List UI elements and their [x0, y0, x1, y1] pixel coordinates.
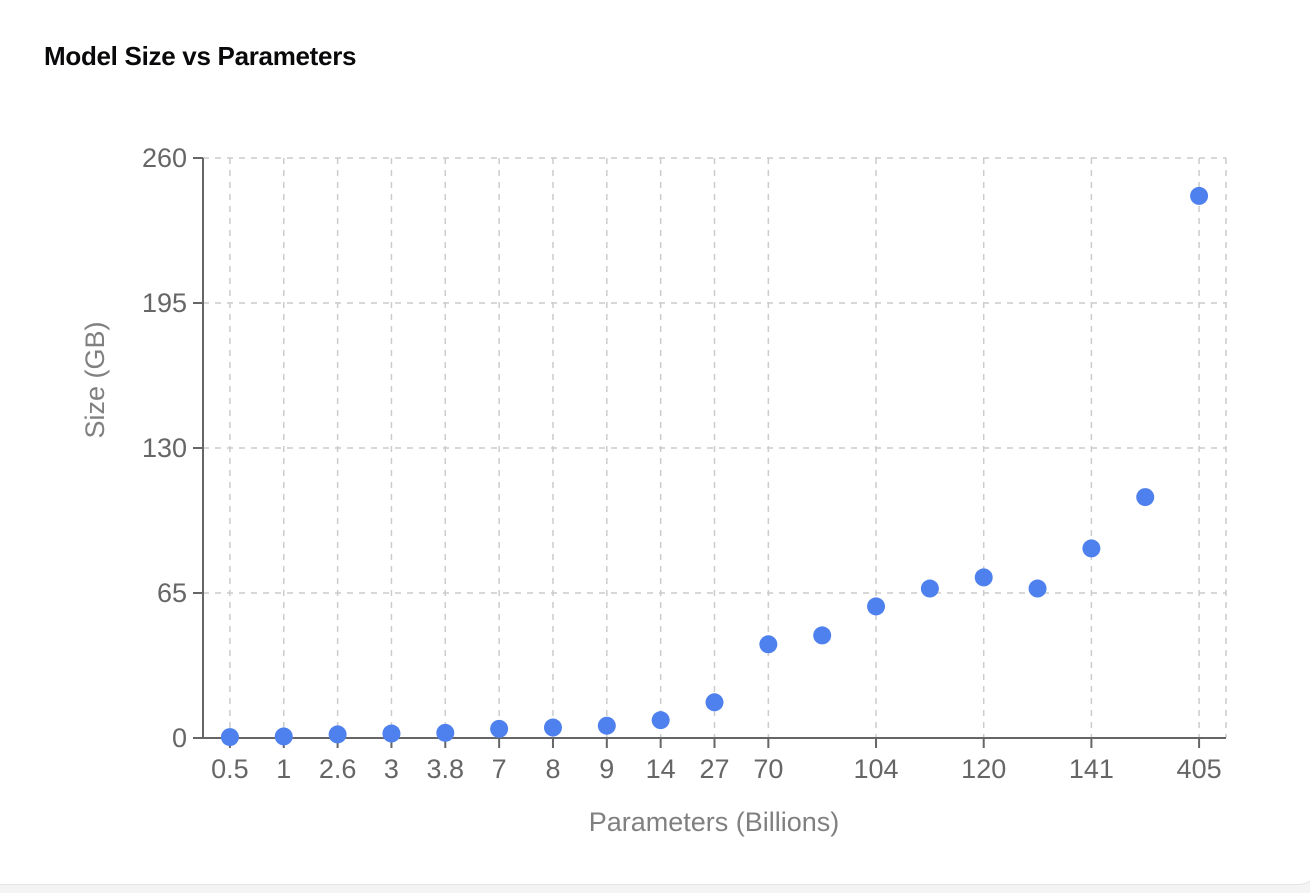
x-axis-label: Parameters (Billions) — [589, 807, 840, 837]
x-tick-label: 3.8 — [427, 754, 465, 784]
x-tick-label: 27 — [699, 754, 729, 784]
data-point[interactable] — [274, 727, 293, 746]
x-axis-ticks: 0.5 1 2.6 3 3.8 7 8 9 14 27 70 104 120 141 405 — [211, 738, 1222, 784]
y-tick-label: 65 — [157, 578, 187, 608]
y-tick-label: 260 — [142, 143, 187, 173]
y-axis-label: Size (GB) — [80, 321, 110, 438]
data-point[interactable] — [220, 728, 239, 747]
y-tick-label: 130 — [142, 433, 187, 463]
data-point[interactable] — [436, 723, 455, 742]
x-tick-label: 2.6 — [319, 754, 357, 784]
data-point[interactable] — [651, 711, 670, 730]
data-point[interactable] — [1028, 579, 1047, 598]
data-point[interactable] — [759, 635, 778, 654]
data-point[interactable] — [328, 725, 347, 744]
scatter-points — [220, 186, 1209, 747]
x-tick-label: 70 — [753, 754, 783, 784]
chart-title: Model Size vs Parameters — [44, 41, 357, 71]
data-point[interactable] — [974, 568, 993, 587]
x-tick-label: 8 — [545, 754, 560, 784]
data-point[interactable] — [490, 719, 509, 738]
x-tick-label: 104 — [853, 754, 898, 784]
data-point[interactable] — [867, 597, 886, 616]
x-tick-label: 120 — [961, 754, 1006, 784]
x-tick-label: 141 — [1069, 754, 1114, 784]
data-point[interactable] — [1082, 539, 1101, 558]
x-tick-label: 405 — [1177, 754, 1222, 784]
data-point[interactable] — [705, 693, 724, 712]
data-point[interactable] — [543, 718, 562, 737]
data-point[interactable] — [1190, 186, 1209, 205]
x-tick-label: 0.5 — [211, 754, 249, 784]
y-axis-ticks: 0 65 130 195 260 — [142, 143, 203, 753]
x-tick-label: 9 — [599, 754, 614, 784]
data-point[interactable] — [382, 724, 401, 743]
data-point[interactable] — [813, 626, 832, 645]
y-tick-label: 0 — [172, 723, 187, 753]
y-tick-label: 195 — [142, 288, 187, 318]
x-tick-label: 1 — [276, 754, 291, 784]
data-point[interactable] — [597, 716, 616, 735]
chart-grid — [203, 157, 1227, 738]
x-tick-label: 7 — [492, 754, 507, 784]
x-tick-label: 3 — [384, 754, 399, 784]
data-point[interactable] — [920, 579, 939, 598]
x-tick-label: 14 — [646, 754, 676, 784]
data-point[interactable] — [1136, 488, 1155, 507]
